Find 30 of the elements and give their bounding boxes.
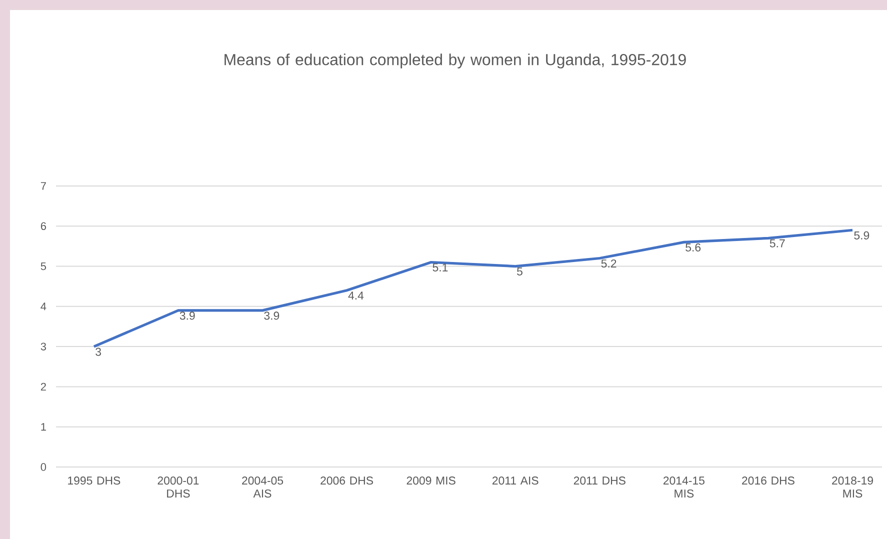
line-series: [92, 228, 854, 348]
x-tick-label: 2006 DHS: [320, 476, 373, 485]
y-tick-label: 4: [40, 302, 46, 310]
data-label: 3.9: [180, 312, 195, 320]
y-tick-label: 1: [41, 423, 46, 431]
y-tick-label: 6: [40, 222, 46, 230]
y-tick-label: 0: [40, 463, 46, 471]
x-tick-label: 2011 AIS: [492, 476, 538, 485]
x-tick-label: 2011 DHS: [574, 476, 626, 485]
y-tick-label: 2: [40, 382, 46, 391]
y-tick-label: 5: [40, 262, 46, 270]
x-tick-label: 1995 DHS: [68, 476, 120, 485]
x-tick-label: 2004-05 AIS: [242, 476, 284, 498]
data-label: 4.4: [348, 292, 364, 300]
data-label: 5: [517, 267, 522, 276]
data-label: 5.7: [770, 239, 785, 248]
data-label: 5.1: [432, 263, 448, 272]
data-label: 3.9: [264, 312, 280, 320]
x-tick-label: 2009 MIS: [406, 476, 456, 485]
x-tick-label: 2014-15 MIS: [663, 476, 704, 498]
chart-title: Means of education completed by women in Uganda, 1995-2019: [224, 54, 686, 68]
data-label: 5.9: [854, 231, 870, 240]
x-tick-label: 2018-19 MIS: [832, 476, 873, 498]
x-tick-label: 2016 DHS: [742, 476, 794, 485]
y-tick-label: 7: [40, 182, 46, 190]
data-label: 5.6: [686, 243, 701, 252]
x-tick-label: 2000-01 DHS: [158, 476, 199, 498]
data-label: 3: [96, 348, 101, 356]
y-tick-label: 3: [40, 342, 46, 350]
data-label: 5.2: [601, 259, 616, 268]
